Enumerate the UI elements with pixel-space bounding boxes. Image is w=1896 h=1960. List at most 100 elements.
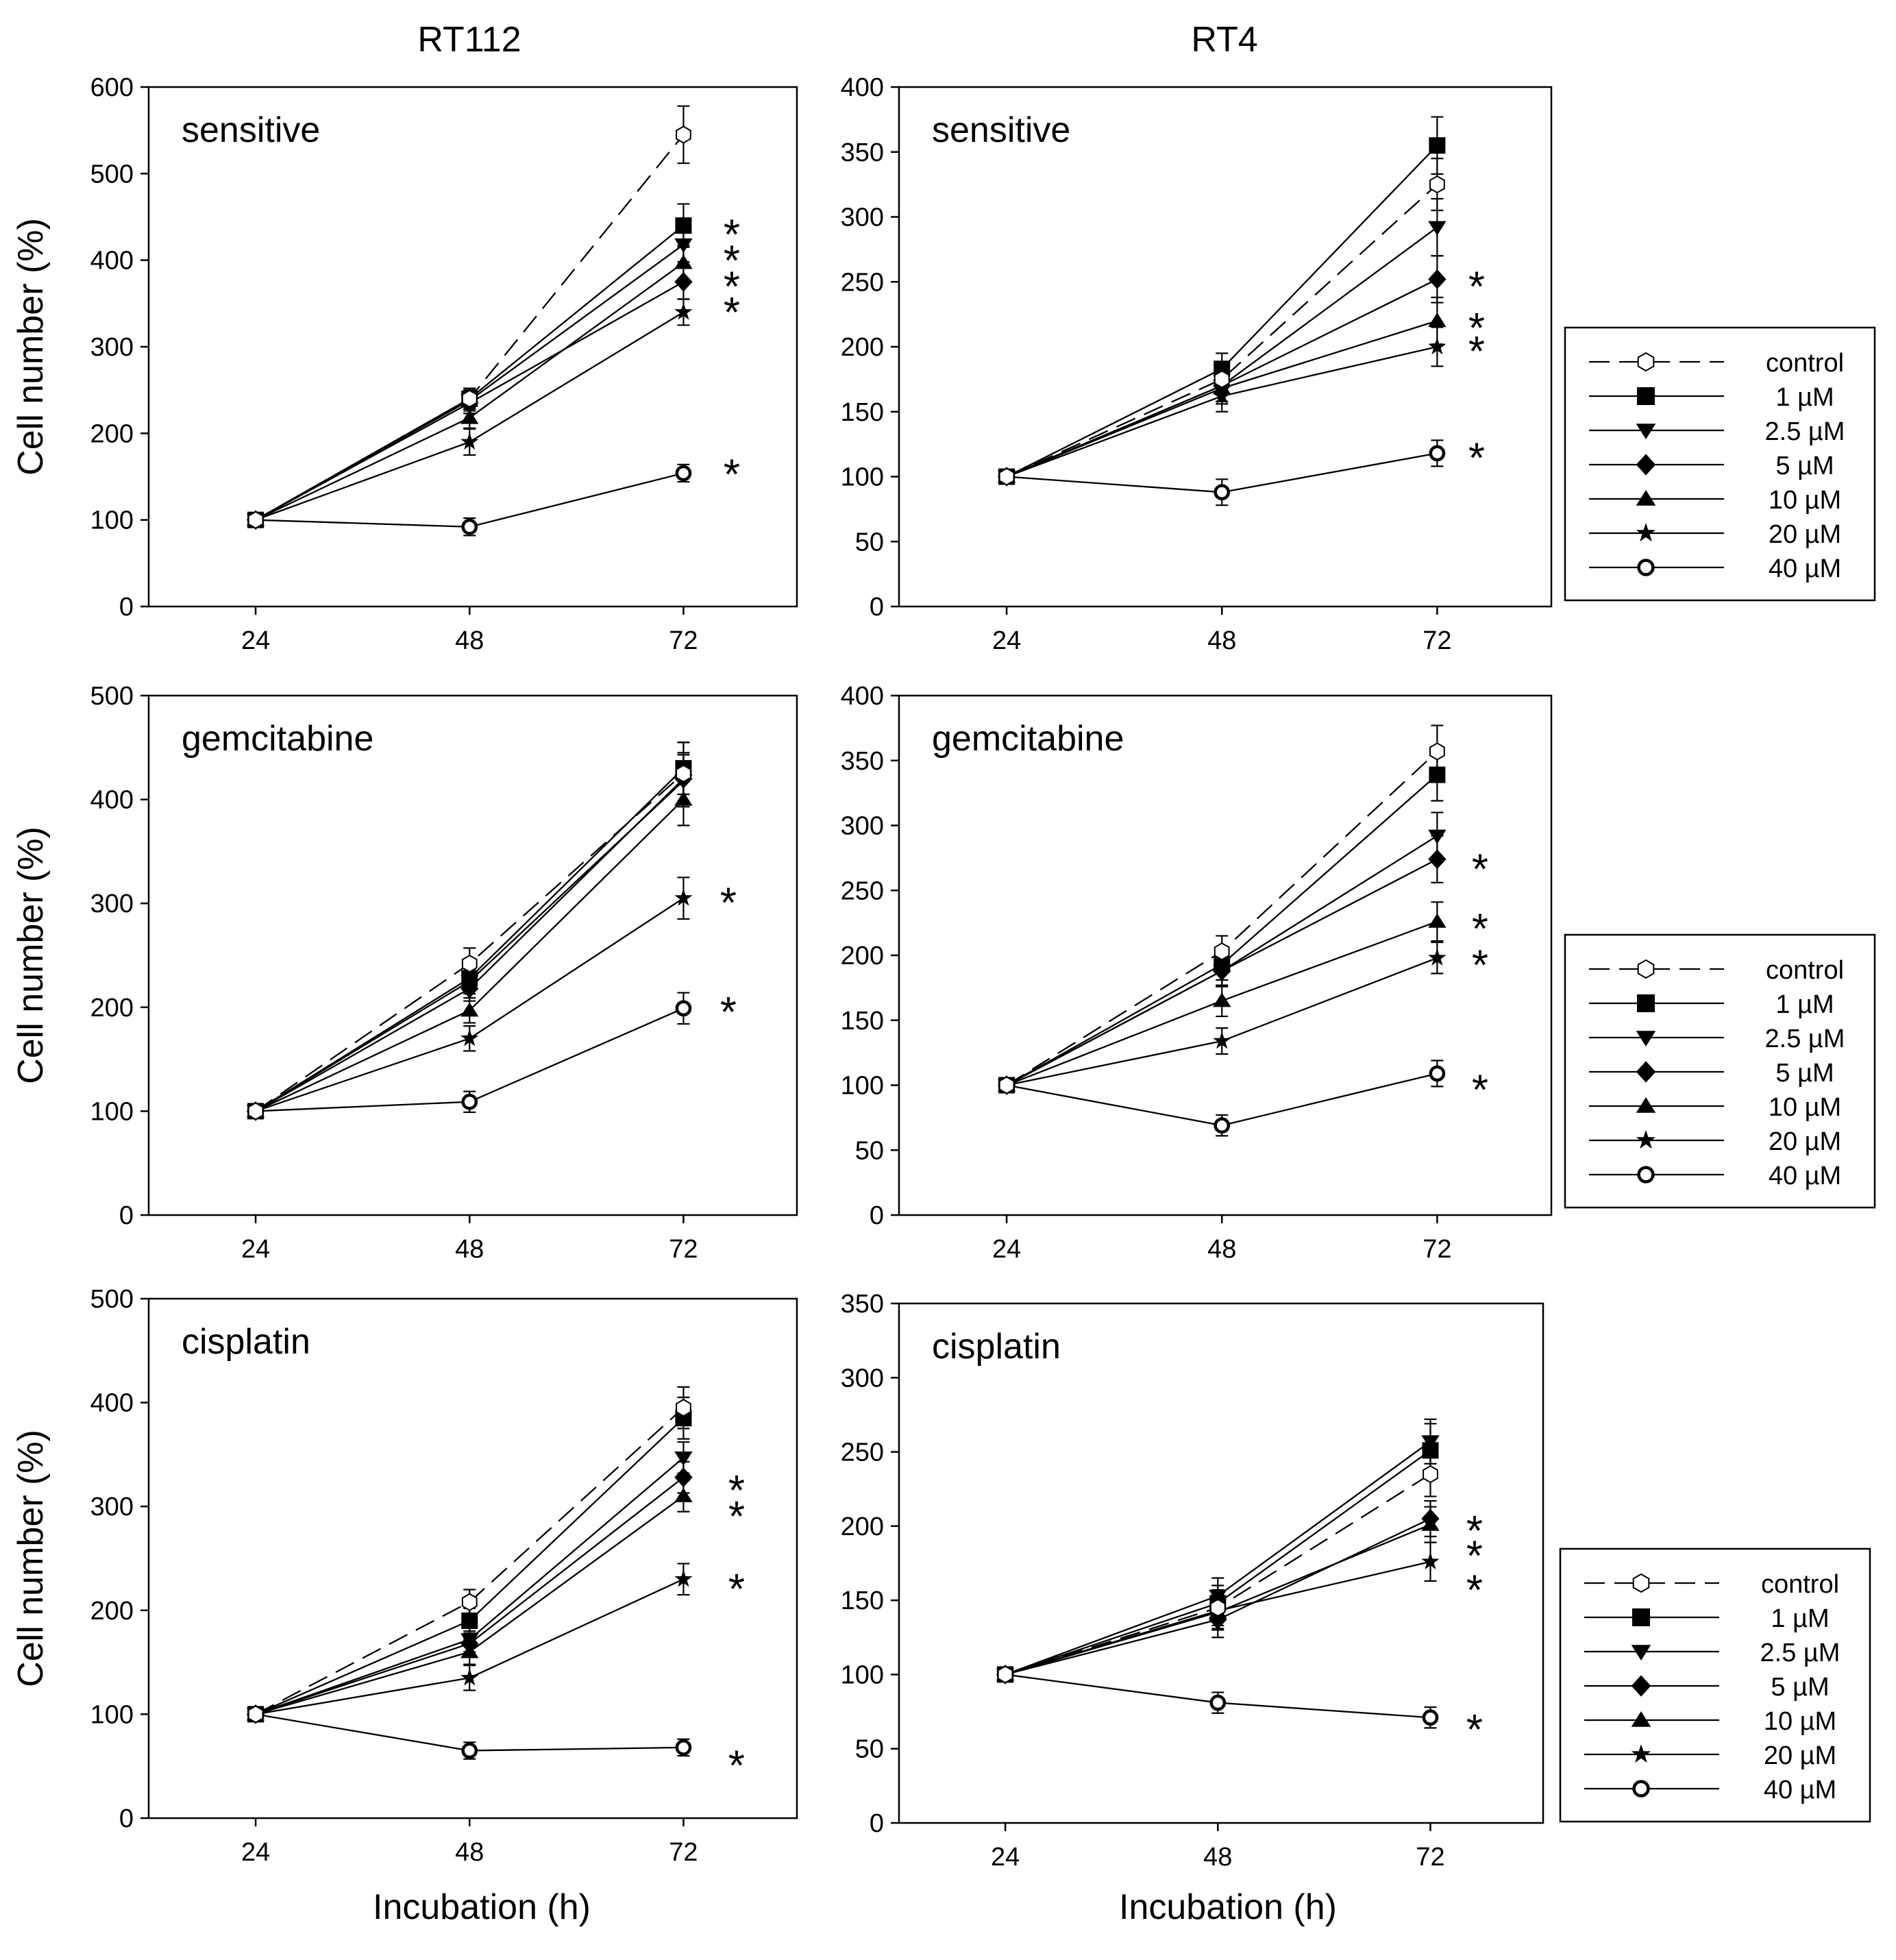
significance-marker: * xyxy=(1468,263,1485,310)
legend-label: 2.5 µM xyxy=(1765,417,1845,446)
series-line xyxy=(255,134,685,521)
y-tick-label: 0 xyxy=(119,593,134,622)
y-tick-label: 50 xyxy=(855,528,884,556)
panel-rt112-cisplatin: 0 100 200 300 400 500 24 48 72 Cell number (%) cis… xyxy=(11,1285,798,1867)
y-tick-label: 300 xyxy=(90,333,134,362)
series-control xyxy=(247,1386,691,1724)
x-tick-label: 48 xyxy=(455,1838,484,1867)
plot-frame xyxy=(147,694,798,1216)
y-tick-label: 350 xyxy=(841,747,884,776)
y-tick-label: 0 xyxy=(870,593,884,622)
data-point xyxy=(1213,1031,1231,1049)
legend-1: control 1 µM 2.5 µM 5 µM 10 µM 20 µM 40 µM xyxy=(1564,326,1876,602)
y-tick-label: 50 xyxy=(855,1136,884,1165)
series-40M-um xyxy=(247,1706,692,1760)
series-1M-um xyxy=(997,1423,1439,1683)
y-tick-label: 100 xyxy=(841,1072,884,1101)
data-point xyxy=(1428,313,1446,328)
data-point xyxy=(460,1002,479,1017)
panel-rt112-sensitive: 0 100 200 300 400 500 600 24 48 72 Cell number (%)… xyxy=(11,73,798,655)
y-tick-label: 250 xyxy=(841,268,884,297)
data-point xyxy=(1209,1694,1227,1711)
legend-label: 40 µM xyxy=(1769,1162,1841,1190)
panel-label: sensitive xyxy=(182,110,320,150)
data-point xyxy=(1429,137,1446,154)
panel-rt4-sensitive: 0 50 100 150 200 250 300 350 400 24 48 72 sensitive *… xyxy=(841,73,1553,655)
data-point xyxy=(461,518,478,535)
series-40M-um xyxy=(998,1059,1446,1137)
legend-marker xyxy=(1631,1711,1651,1727)
legend-marker xyxy=(1636,1061,1656,1083)
legend-marker xyxy=(1637,387,1655,405)
significance-marker: * xyxy=(724,237,740,284)
panel-rt4-gemcitabine: 0 50 100 150 200 250 300 350 400 24 48 72 gemcitabin… xyxy=(841,682,1553,1264)
significance-marker: * xyxy=(724,451,740,498)
legend-label: 20 µM xyxy=(1764,1741,1836,1770)
data-point xyxy=(1428,269,1446,289)
legend-entry: 20 µM xyxy=(1584,1741,1836,1770)
significance-marker: * xyxy=(724,289,740,336)
legend-marker xyxy=(1631,1645,1651,1661)
legend-entry: control xyxy=(1589,349,1844,378)
series-line xyxy=(1005,1449,1431,1676)
data-point xyxy=(461,954,478,973)
legend-entry: 2.5 µM xyxy=(1589,1025,1845,1053)
legend-entry: 10 µM xyxy=(1584,1707,1836,1736)
y-tick-label: 100 xyxy=(841,1661,884,1689)
series-line xyxy=(1005,1473,1431,1676)
legend-marker xyxy=(1636,1130,1656,1149)
y-tick-label: 400 xyxy=(90,247,134,275)
y-tick-label: 150 xyxy=(841,1587,884,1615)
legend-label: 2.5 µM xyxy=(1765,1025,1845,1053)
legend-label: 10 µM xyxy=(1769,1093,1841,1122)
legend-label: 2.5 µM xyxy=(1760,1639,1840,1667)
legend-label: 40 µM xyxy=(1769,554,1841,583)
significance-marker: * xyxy=(724,211,740,258)
y-tick-label: 300 xyxy=(841,1364,884,1393)
series-line xyxy=(255,243,685,521)
series-line xyxy=(1006,226,1438,478)
data-point xyxy=(997,1665,1013,1684)
series-control xyxy=(998,724,1445,1094)
y-tick-label: 500 xyxy=(90,160,134,188)
significance-marker: * xyxy=(728,1467,745,1515)
legend-entry: 40 µM xyxy=(1589,554,1841,583)
x-tick-label: 72 xyxy=(669,626,698,655)
legend-entry: 40 µM xyxy=(1589,1162,1841,1190)
legend-marker xyxy=(1632,1608,1650,1626)
legend-marker xyxy=(1636,454,1656,476)
significance-marker: * xyxy=(1466,1533,1483,1580)
legend-marker xyxy=(1636,1097,1656,1113)
legend-marker xyxy=(1632,1780,1650,1798)
y-tick-label: 300 xyxy=(90,1493,134,1521)
legend-label: control xyxy=(1766,956,1844,985)
y-axis-title: Cell number (%) xyxy=(11,218,51,476)
legend-entry: 1 µM xyxy=(1589,990,1834,1019)
x-tick-label: 24 xyxy=(241,1235,270,1264)
y-tick-label: 400 xyxy=(841,73,884,102)
legend-label: 1 µM xyxy=(1775,990,1834,1019)
series-line xyxy=(255,225,685,521)
y-tick-label: 200 xyxy=(90,419,134,448)
data-point xyxy=(998,1076,1015,1094)
legend-label: 5 µM xyxy=(1775,1059,1834,1088)
y-tick-label: 200 xyxy=(841,333,884,362)
y-tick-label: 200 xyxy=(841,942,884,970)
data-point xyxy=(674,1451,693,1466)
legend-marker xyxy=(1637,1166,1655,1184)
data-point xyxy=(460,1633,479,1648)
data-point xyxy=(461,1742,478,1759)
significance-marker: * xyxy=(728,1493,745,1541)
x-tick-label: 24 xyxy=(241,626,270,655)
data-point xyxy=(674,271,693,292)
series-line xyxy=(1006,184,1438,478)
data-point xyxy=(674,888,693,906)
legend-label: 40 µM xyxy=(1764,1776,1836,1804)
data-point xyxy=(1214,942,1230,961)
series-control xyxy=(247,742,691,1120)
x-tick-label: 48 xyxy=(455,626,484,655)
series-40M-um xyxy=(997,1666,1439,1729)
series-line xyxy=(255,778,685,1112)
